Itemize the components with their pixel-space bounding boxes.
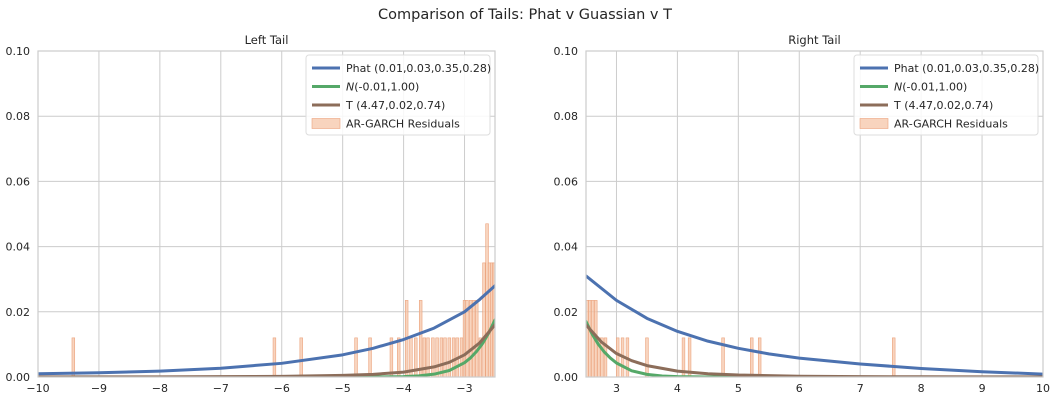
left-tail-x-tick-label: −3 [456, 382, 472, 395]
left-tail-y-tick-label: 0.04 [6, 241, 31, 254]
left-tail-panel: −10 −9 −8 −7 −6 −5 −4 −3 0.00 0.02 0.04 0.06 0.08 0.1… [6, 33, 496, 395]
right-tail-residual-bar [645, 337, 649, 377]
right-tail-residual-bar [687, 337, 692, 377]
left-tail-residual-bar [472, 300, 476, 377]
right-tail-axes-frame [585, 50, 1044, 378]
left-tail-y-tick-label: 0.00 [6, 371, 31, 384]
left-tail-residual-bar [443, 337, 447, 377]
left-tail-legend-label: N(-0.01,1.00) [346, 81, 419, 94]
left-tail-residual-bar [447, 337, 451, 377]
right-tail-residual-bar [603, 337, 608, 377]
left-tail-y-tick-label: 0.08 [6, 110, 31, 123]
left-tail-residual-bar [451, 337, 456, 377]
left-tail-residual-bar [426, 337, 430, 377]
right-tail-x-tick-label: 4 [674, 382, 681, 395]
left-tail-residual-bar [465, 300, 469, 377]
right-tail-panel: 3 4 5 6 7 8 9 10 0.00 0.02 0.04 0.06 0.08 0.10 Right T… [554, 33, 1051, 395]
left-tail-residual-bar [71, 337, 76, 377]
left-tail-x-tick-label: −9 [91, 382, 107, 395]
left-tail-residual-bar [439, 337, 444, 377]
left-tail-residual-bar [299, 337, 303, 377]
left-tail-x-tick-label: −7 [213, 382, 229, 395]
right-tail-y-tick-label: 0.08 [554, 110, 579, 123]
right-tail-y-tick-label: 0.04 [554, 241, 579, 254]
left-tail-residual-bar [418, 300, 423, 377]
figure-suptitle: Comparison of Tails: Phat v Guassian v T [378, 7, 672, 23]
left-tail-residual-bar [414, 337, 418, 377]
left-tail-residual-bar [435, 337, 439, 377]
left-tail-residual-bar [478, 337, 483, 377]
right-tail-x-tick-label: 3 [613, 382, 620, 395]
left-tail-x-tick-label: −4 [395, 382, 411, 395]
right-tail-residual-bar [721, 337, 725, 377]
right-tail-y-tick-label: 0.00 [554, 371, 579, 384]
right-tail-residual-bar [750, 337, 754, 377]
left-tail-legend-label: T (4.47,0.02,0.74) [345, 99, 445, 112]
right-tail-legend-label: Phat (0.01,0.03,0.35,0.28) [894, 62, 1039, 75]
left-tail-residual-bar [397, 337, 401, 377]
left-tail-phat-line [38, 284, 495, 376]
right-tail-residual-bar [892, 337, 896, 377]
right-tail-x-tick-label: 8 [918, 382, 925, 395]
right-tail-title: Right Tail [788, 33, 841, 47]
right-tail-x-tick-label: 9 [979, 382, 986, 395]
left-tail-legend: Phat (0.01,0.03,0.35,0.28) N(-0.01,1.00) T… [305, 54, 491, 136]
right-tail-residual-bar [600, 337, 604, 377]
right-tail-legend-label: N(-0.01,1.00) [894, 81, 967, 94]
right-tail-x-tick-label: 6 [796, 382, 803, 395]
left-tail-legend-swatch [311, 118, 341, 129]
right-tail-y-tick-label: 0.02 [554, 306, 579, 319]
left-tail-residual-bar [368, 337, 372, 377]
right-tail-normal-line [586, 320, 1043, 377]
left-tail-residual-bar [354, 337, 358, 377]
left-tail-residual-bar [431, 337, 435, 377]
left-tail-x-tick-label: −8 [152, 382, 168, 395]
left-tail-residual-bar [422, 337, 426, 377]
left-tail-residual-bar [389, 337, 394, 377]
left-tail-y-tick-label: 0.06 [6, 175, 31, 188]
left-tail-x-tick-label: −10 [26, 382, 49, 395]
right-tail-x-tick-label: 5 [735, 382, 742, 395]
left-tail-x-tick-label: −6 [274, 382, 290, 395]
left-tail-x-tick-label: −5 [335, 382, 351, 395]
right-tail-y-tick-label: 0.10 [554, 45, 579, 58]
right-tail-residual-bar [757, 337, 762, 377]
right-tail-plot-area [586, 274, 1043, 377]
right-tail-legend-box [853, 54, 1039, 136]
right-tail-legend-label: AR-GARCH Residuals [894, 118, 1008, 131]
right-tail-x-tick-label: 7 [857, 382, 864, 395]
right-tail-phat-line [586, 274, 1043, 376]
right-tail-legend: Phat (0.01,0.03,0.35,0.28) N(-0.01,1.00) T… [853, 54, 1039, 136]
left-tail-y-tick-label: 0.10 [6, 45, 31, 58]
left-tail-legend-label: Phat (0.01,0.03,0.35,0.28) [346, 62, 491, 75]
left-tail-residual-bar [475, 300, 479, 377]
right-tail-t-line [586, 323, 1043, 377]
right-tail-residual-bar [616, 337, 620, 377]
left-tail-residual-bar [468, 300, 473, 377]
left-tail-axes-frame [37, 50, 496, 378]
left-tail-legend-box [305, 54, 491, 136]
right-tail-x-tick-label: 10 [1036, 382, 1050, 395]
left-tail-residual-bar [482, 262, 486, 377]
right-tail-y-tick-label: 0.06 [554, 175, 579, 188]
left-tail-title: Left Tail [245, 33, 289, 47]
left-tail-y-tick-label: 0.02 [6, 306, 31, 319]
right-tail-legend-swatch [859, 118, 889, 129]
left-tail-legend-label: AR-GARCH Residuals [346, 118, 460, 131]
right-tail-residual-bar [587, 300, 592, 377]
right-tail-residual-bar [681, 337, 686, 377]
right-tail-legend-label: T (4.47,0.02,0.74) [893, 99, 993, 112]
left-tail-residual-bar [272, 337, 277, 377]
